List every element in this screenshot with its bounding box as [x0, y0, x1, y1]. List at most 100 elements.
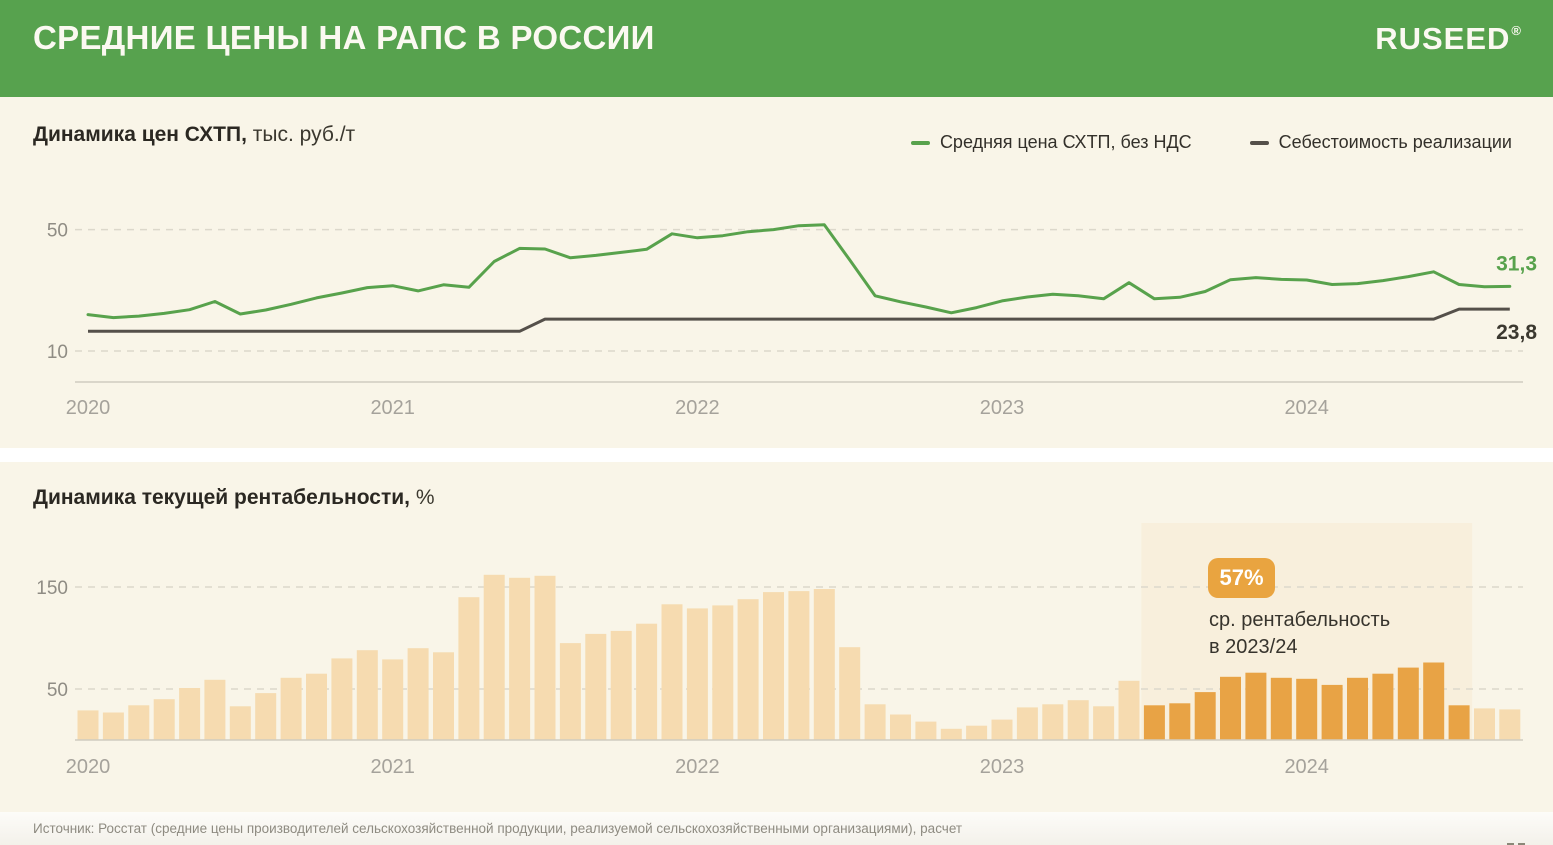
bar — [179, 688, 201, 740]
bar — [686, 608, 708, 740]
profitability-chart-title: Динамика текущей рентабельности, % — [33, 486, 435, 510]
bar-highlighted — [1397, 667, 1419, 740]
legend-item-cost: Себестоимость реализации — [1249, 132, 1512, 153]
x-tick-label: 2024 — [1284, 756, 1329, 778]
bar — [458, 597, 480, 740]
bar — [255, 693, 277, 740]
bar — [509, 577, 531, 740]
caption-line-1: ср. рентабельность — [1209, 609, 1391, 631]
bar-highlighted — [1245, 672, 1267, 740]
bar — [940, 728, 962, 740]
price-line — [86, 223, 1512, 320]
x-tick-label: 2021 — [370, 756, 415, 778]
bar — [229, 706, 251, 740]
profitability-bar-chart: 150 50 2020 2021 2022 2023 2024 — [36, 523, 1523, 778]
price-chart-title-unit: тыс. руб./т — [252, 123, 356, 146]
bar — [813, 589, 835, 740]
bar — [1093, 706, 1115, 740]
legend-item-avg-price: Средняя цена СХТП, без НДС — [910, 132, 1192, 153]
bar — [204, 679, 226, 740]
bar — [128, 705, 150, 740]
bar — [610, 630, 632, 740]
bar-highlighted — [1143, 705, 1165, 740]
x-tick-label: 2022 — [675, 397, 720, 419]
y-tick-label: 50 — [47, 221, 68, 242]
profitability-chart-title-unit: % — [415, 486, 435, 509]
x-tick-label: 2023 — [980, 397, 1025, 419]
page-title: СРЕДНИЕ ЦЕНЫ НА РАПС В РОССИИ — [33, 19, 655, 56]
x-tick-label: 2020 — [66, 397, 111, 419]
y-tick-label: 10 — [47, 342, 68, 363]
bar — [1016, 707, 1038, 740]
logo-text: RUSEED — [1375, 21, 1511, 56]
price-chart-legend: Средняя цена СХТП, без НДС Себестоимость… — [910, 132, 1512, 153]
bar-highlighted — [1423, 662, 1445, 740]
bar-highlighted — [1220, 676, 1241, 740]
y-tick-label: 50 — [47, 680, 68, 701]
bar — [102, 712, 124, 740]
price-series-swatch — [910, 140, 930, 145]
bar — [331, 658, 353, 740]
bar — [280, 677, 302, 740]
source-note: Источник: Росстат (средние цены производ… — [33, 821, 963, 836]
bar — [483, 574, 505, 740]
bar-highlighted — [1347, 677, 1368, 740]
bar — [763, 592, 784, 740]
bar — [153, 699, 175, 740]
bar-highlighted — [1194, 692, 1216, 740]
bar — [534, 575, 556, 740]
bar — [915, 721, 937, 740]
bar-highlighted — [1372, 673, 1394, 740]
bar — [712, 605, 734, 740]
bar — [1499, 709, 1521, 740]
legend-label-avg-price: Средняя цена СХТП, без НДС — [939, 132, 1192, 152]
price-dynamics-panel: Динамика цен СХТП, тыс. руб./т Средняя ц… — [0, 97, 1553, 448]
bar — [559, 643, 581, 740]
caption-line-2: в 2023/24 — [1209, 636, 1298, 658]
bar — [890, 714, 911, 740]
bar — [356, 650, 378, 740]
bar-highlighted — [1448, 705, 1470, 740]
cost-line — [88, 307, 1510, 333]
profitability-panel: Динамика текущей рентабельности, % 150 50… — [0, 462, 1553, 812]
bar — [1118, 680, 1140, 740]
y-tick-label: 150 — [36, 578, 68, 599]
price-end-value-label: 31,3 — [1496, 252, 1537, 275]
x-tick-label: 2024 — [1284, 397, 1329, 419]
cost-series-swatch — [1249, 140, 1269, 145]
bar-highlighted — [1169, 703, 1191, 740]
bar — [433, 652, 454, 740]
bar — [585, 633, 607, 740]
bar-highlighted — [1321, 684, 1343, 740]
bar — [864, 704, 886, 740]
x-tick-label: 2021 — [370, 397, 415, 419]
panel-divider — [0, 448, 1553, 462]
registered-trademark-mark: ® — [1511, 23, 1522, 38]
bar-highlighted — [1296, 678, 1318, 740]
bar — [991, 719, 1013, 740]
bar — [839, 647, 861, 740]
bar — [966, 725, 988, 740]
footer: Источник: Росстат (средние цены производ… — [0, 812, 1553, 845]
bar — [1474, 708, 1495, 740]
price-chart-title-main: Динамика цен СХТП, — [33, 123, 247, 146]
bar — [407, 648, 429, 740]
avg-profitability-badge: 57% — [1208, 558, 1275, 598]
bar-highlighted — [1270, 677, 1292, 740]
legend-label-cost: Себестоимость реализации — [1278, 132, 1512, 152]
x-tick-label: 2022 — [675, 756, 720, 778]
bar — [77, 710, 99, 740]
price-chart-title: Динамика цен СХТП, тыс. руб./т — [33, 123, 355, 147]
profitability-chart-title-main: Динамика текущей рентабельности, — [33, 486, 410, 509]
ruseed-logo: RUSEED® — [1375, 21, 1522, 57]
x-tick-label: 2023 — [980, 756, 1025, 778]
bar — [636, 623, 658, 740]
bar — [661, 604, 683, 740]
bar — [1067, 700, 1089, 740]
bar — [306, 673, 327, 740]
page-number-cutoff — [1507, 843, 1525, 845]
bar — [1042, 704, 1064, 740]
price-line-chart: 50 10 2020 2021 2022 2023 2024 31,3 23,8 — [47, 221, 1537, 419]
cost-end-value-label: 23,8 — [1496, 321, 1537, 344]
avg-profitability-caption: ср. рентабельность в 2023/24 — [1209, 607, 1390, 661]
